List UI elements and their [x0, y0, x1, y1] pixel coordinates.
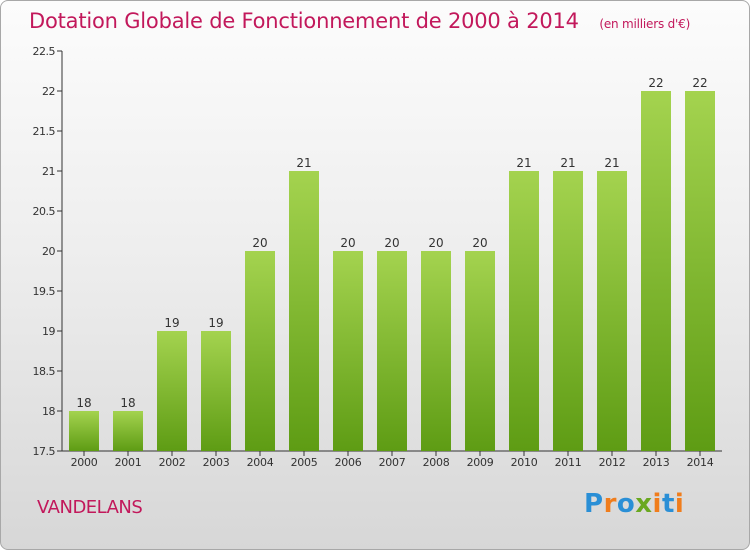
y-tick-label: 17.5: [33, 445, 56, 458]
x-tick-label: 2006: [335, 456, 362, 469]
bar: [553, 171, 583, 451]
y-tick-label: 19.5: [33, 285, 56, 298]
y-tick-label: 18.5: [33, 365, 56, 378]
x-tick-label: 2008: [423, 456, 450, 469]
x-tick-label: 2012: [599, 456, 626, 469]
bar: [245, 251, 275, 451]
y-tick-label: 18: [42, 405, 55, 418]
logo-letter: x: [635, 489, 653, 519]
bar: [685, 91, 715, 451]
proxiti-logo: Proxiti: [584, 489, 684, 519]
bar-value-label: 21: [516, 156, 531, 170]
x-tick-label: 2004: [247, 456, 274, 469]
x-tick-label: 2011: [555, 456, 582, 469]
bar: [69, 411, 99, 451]
y-tick-label: 20.5: [33, 205, 56, 218]
y-tick-label: 22.5: [33, 45, 56, 58]
bar-value-label: 20: [340, 236, 355, 250]
bar: [597, 171, 627, 451]
bar: [509, 171, 539, 451]
bar-value-label: 18: [76, 396, 91, 410]
bar: [201, 331, 231, 451]
x-tick-label: 2001: [115, 456, 142, 469]
bar-value-label: 20: [384, 236, 399, 250]
bar: [465, 251, 495, 451]
y-tick-label: 19: [42, 325, 55, 338]
bar: [289, 171, 319, 451]
bar-value-label: 21: [296, 156, 311, 170]
x-tick-label: 2003: [203, 456, 230, 469]
x-tick-label: 2007: [379, 456, 406, 469]
y-tick-label: 21: [42, 165, 55, 178]
bar-value-label: 19: [164, 316, 179, 330]
chart-title: Dotation Globale de Fonctionnement de 20…: [29, 9, 690, 33]
logo-letter: r: [603, 489, 617, 519]
x-tick-label: 2014: [687, 456, 714, 469]
chart-title-text: Dotation Globale de Fonctionnement de 20…: [29, 9, 579, 33]
bar-value-label: 18: [120, 396, 135, 410]
bar-value-label: 20: [252, 236, 267, 250]
x-tick-label: 2005: [291, 456, 318, 469]
bar: [377, 251, 407, 451]
y-tick-label: 22: [42, 85, 55, 98]
bar: [157, 331, 187, 451]
bar-value-label: 20: [428, 236, 443, 250]
logo-letter: i: [652, 489, 662, 519]
bar: [333, 251, 363, 451]
bar: [421, 251, 451, 451]
logo-letter: i: [674, 489, 685, 519]
logo-letter: t: [661, 489, 675, 519]
y-tick-label: 20: [42, 245, 55, 258]
x-tick-label: 2009: [467, 456, 494, 469]
bar: [113, 411, 143, 451]
bar-value-label: 21: [604, 156, 619, 170]
y-tick-label: 21.5: [33, 125, 56, 138]
logo-letter: P: [584, 489, 604, 519]
x-tick-label: 2000: [71, 456, 98, 469]
x-tick-label: 2013: [643, 456, 670, 469]
bar-value-label: 21: [560, 156, 575, 170]
commune-name: VANDELANS: [37, 497, 143, 518]
chart-subtitle: (en milliers d'€): [599, 17, 691, 31]
bar: [641, 91, 671, 451]
x-tick-label: 2002: [159, 456, 186, 469]
logo-letter: o: [616, 489, 636, 519]
x-tick-label: 2010: [511, 456, 538, 469]
bar-value-label: 22: [692, 76, 707, 90]
bar-value-label: 22: [648, 76, 663, 90]
bar-value-label: 20: [472, 236, 487, 250]
bar-value-label: 19: [208, 316, 223, 330]
